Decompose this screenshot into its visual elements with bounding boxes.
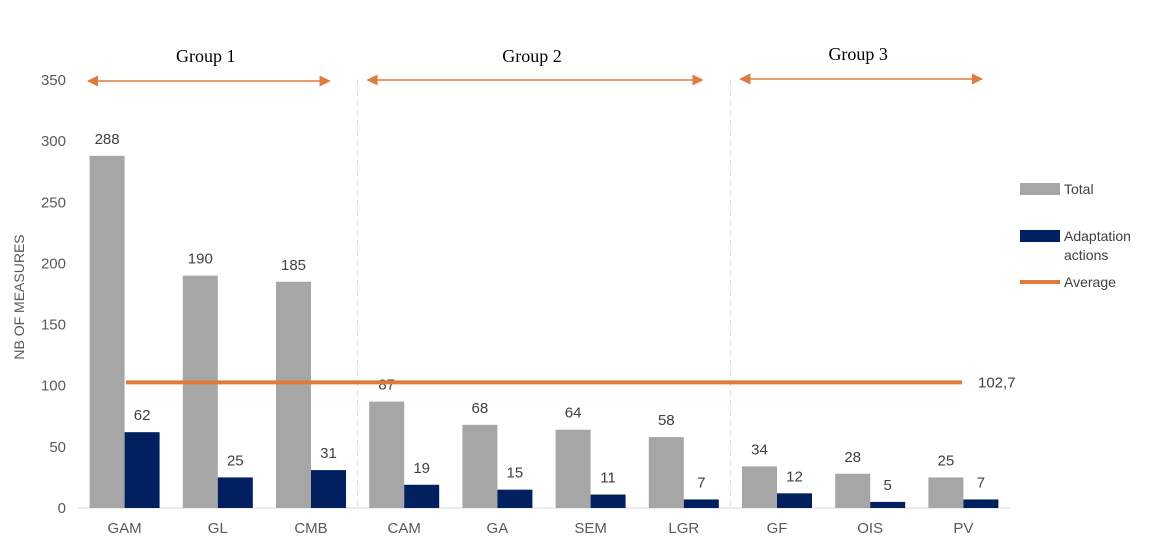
data-label-total: 185 [281,257,306,274]
bar-adaptation [497,489,533,508]
group-separators [357,80,731,508]
x-tick-label: GL [208,520,228,537]
x-tick-label: GA [487,520,509,537]
legend-label: Total [1064,181,1094,197]
data-label-adaptation: 62 [134,407,151,424]
y-tick-label: 150 [41,317,66,334]
legend: Total Adaptation actions Average [1020,181,1131,290]
average-line-group: 102,7 [126,374,1016,391]
data-label-total: 25 [938,452,955,469]
data-labels: 288 62 190 25 185 31 87 19 68 15 64 11 58 7 34 12 28 5 25 7 [95,131,985,494]
bar-total [182,275,218,508]
x-tick-label: GAM [108,520,142,537]
data-label-adaptation: 31 [320,445,337,462]
y-tick-label: 350 [41,72,66,89]
data-label-total: 58 [658,412,675,429]
bar-total [276,281,311,508]
bar-adaptation [590,494,626,508]
bar-adaptation [963,499,999,508]
y-tick-label: 200 [41,255,66,272]
data-label-adaptation: 25 [227,452,244,469]
data-label-adaptation: 12 [786,468,803,485]
y-axis-ticks: 0 50 100 150 200 250 300 350 [41,72,66,517]
bar-adaptation [404,484,440,508]
bar-total [835,473,871,508]
x-tick-label: CAM [388,520,421,537]
group-label: Group 3 [828,44,888,64]
data-label-total: 68 [472,400,489,417]
data-label-total: 28 [844,449,861,466]
group-label: Group 2 [502,46,562,66]
data-label-adaptation: 7 [697,474,705,491]
x-tick-label: PV [953,520,973,537]
y-tick-label: 100 [41,378,66,395]
legend-label: Average [1064,274,1116,290]
data-label-adaptation: 15 [507,465,524,482]
bar-total [648,437,684,508]
bars [89,155,999,508]
legend-swatch [1020,230,1060,242]
x-tick-label: GF [767,520,788,537]
y-axis-title: NB OF MEASURES [11,234,27,359]
bar-total [742,466,777,508]
x-tick-label: CMB [294,520,327,537]
legend-label: Adaptation [1064,228,1131,244]
x-tick-label: SEM [574,520,607,537]
y-tick-label: 50 [49,439,66,456]
group-brackets: Group 1 Group 2 Group 3 [86,44,984,87]
group-label: Group 1 [176,46,236,66]
data-label-total: 190 [188,251,213,268]
data-label-adaptation: 19 [413,460,430,477]
data-label-total: 87 [378,377,395,394]
bar-total [89,155,125,508]
bar-total [369,401,405,508]
bar-adaptation [124,432,160,508]
y-tick-label: 300 [41,133,66,150]
bar-total [928,477,964,508]
data-label-adaptation: 11 [600,470,616,487]
bar-adaptation [870,501,906,508]
x-axis-ticks: GAM GL CMB CAM GA SEM LGR GF OIS PV [108,520,974,537]
bar-total [462,424,498,508]
data-label-adaptation: 5 [884,477,892,494]
bar-adaptation [683,499,719,508]
bar-adaptation [217,477,253,508]
x-tick-label: OIS [857,520,883,537]
average-value-label: 102,7 [978,374,1016,391]
data-label-total: 288 [95,131,120,148]
data-label-total: 34 [751,441,768,458]
data-label-adaptation: 7 [977,474,985,491]
y-tick-label: 0 [58,500,66,517]
bar-adaptation [777,493,812,508]
bar-adaptation [311,470,346,508]
legend-swatch [1020,183,1060,195]
y-tick-label: 250 [41,194,66,211]
x-tick-label: LGR [668,520,699,537]
bar-total [555,429,591,508]
data-label-total: 64 [565,405,582,422]
legend-label: actions [1064,247,1108,263]
